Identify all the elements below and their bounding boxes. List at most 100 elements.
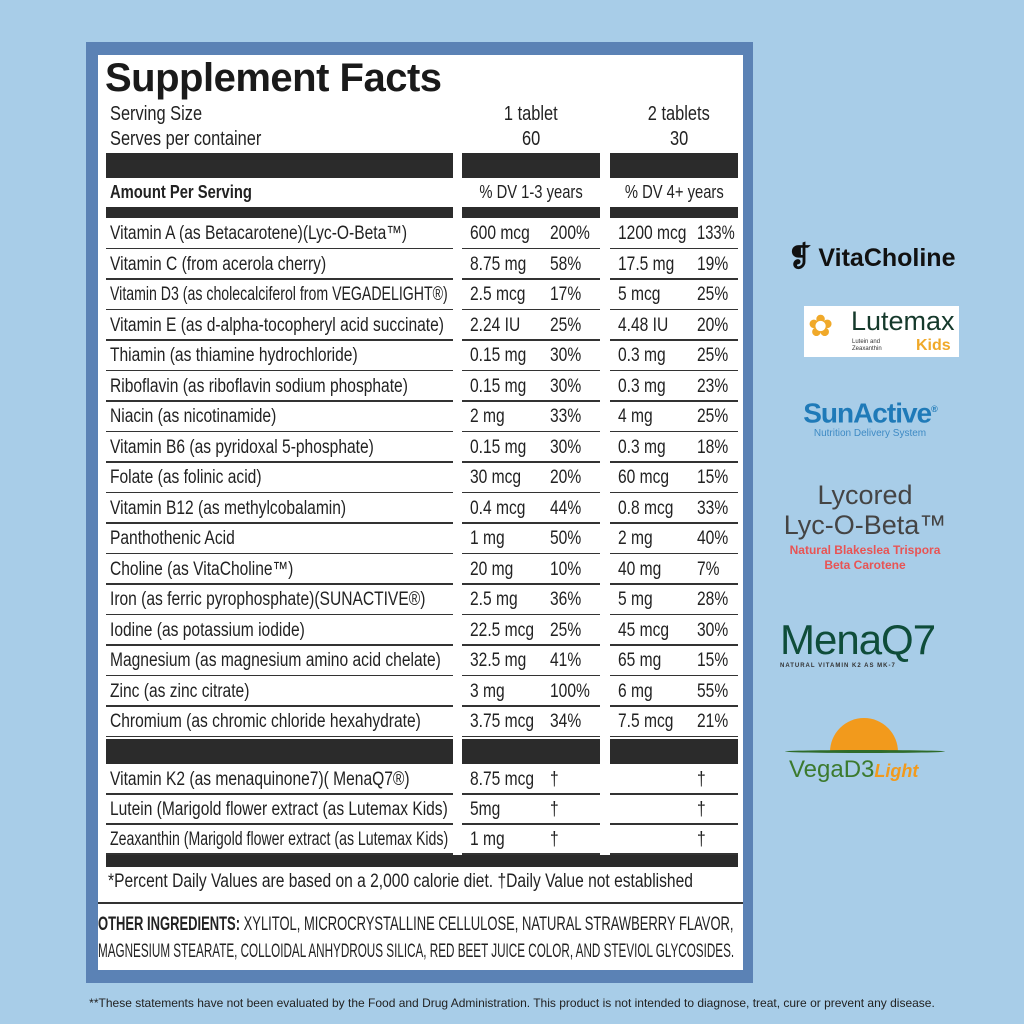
row-divider <box>106 491 453 493</box>
divider-bar <box>462 739 600 764</box>
amount-4-plus-years: 17.5 mg <box>618 253 675 275</box>
nutrient-name: Zeaxanthin (Marigold flower extract (as … <box>110 829 449 850</box>
dv-1-3-years: † <box>550 769 559 790</box>
nutrient-name: Vitamin D3 (as cholecalciferol from VEGA… <box>110 284 448 305</box>
row-divider <box>106 552 453 554</box>
row-divider <box>462 430 600 432</box>
divider-bar <box>106 855 738 867</box>
amount-4-plus-years: 5 mg <box>618 589 653 610</box>
row-divider <box>106 705 453 707</box>
nutrient-name: Vitamin E (as d-alpha-tocopheryl acid su… <box>110 314 444 336</box>
nutrient-name: Choline (as VitaCholine™) <box>110 558 294 580</box>
row-divider <box>106 339 453 341</box>
dv-1-3-years: 20% <box>550 467 582 488</box>
row-divider <box>462 308 600 310</box>
row-divider <box>610 793 738 795</box>
dv-1-3-years: 25% <box>550 314 582 336</box>
row-divider <box>462 400 600 402</box>
dv-1-3-years: 30% <box>550 345 582 366</box>
serves-per-container-2: 30 <box>669 128 689 150</box>
nutrient-name: Iodine (as potassium iodide) <box>110 619 305 641</box>
row-divider <box>106 793 453 795</box>
divider-bar <box>106 153 453 178</box>
row-divider <box>106 308 453 310</box>
dv-4-plus-years: 133% <box>697 223 735 244</box>
amount-4-plus-years: 45 mcg <box>618 619 670 641</box>
row-divider <box>610 400 738 402</box>
row-divider <box>610 674 738 676</box>
lutemax-kids-logo: ✿ Lutemax Lutein and Zeaxanthin Kids <box>804 306 959 357</box>
divider-bar <box>106 739 453 764</box>
sun-icon <box>830 718 898 752</box>
serves-per-container-1: 60 <box>521 128 541 150</box>
row-divider <box>106 461 453 463</box>
dv-1-3-header: % DV 1-3 years <box>479 182 583 202</box>
amount-4-plus-years: 5 mcg <box>618 284 661 305</box>
row-divider <box>462 793 600 795</box>
lycored-logo: Lycored Lyc-O-Beta™ Natural Blakeslea Tr… <box>783 480 947 572</box>
amount-1-3-years: 600 mcg <box>470 223 530 244</box>
row-divider <box>610 552 738 554</box>
fda-disclaimer: **These statements have not been evaluat… <box>89 996 935 1010</box>
row-divider <box>106 853 453 855</box>
row-divider <box>106 430 453 432</box>
dv-4-plus-years: 40% <box>697 528 729 549</box>
row-divider <box>106 583 453 585</box>
row-divider <box>462 369 600 371</box>
dv-1-3-years: 17% <box>550 284 582 305</box>
dv-4-plus-years: 25% <box>697 345 729 366</box>
vitacholine-mark-icon: ❡ <box>788 241 812 272</box>
amount-4-plus-years: 7.5 mcg <box>618 711 674 732</box>
serves-per-container-label: Serves per container <box>110 128 262 150</box>
row-divider <box>462 735 600 737</box>
row-divider <box>462 674 600 676</box>
dv-4-plus-years: 21% <box>697 711 729 732</box>
amount-1-3-years: 32.5 mg <box>470 650 527 671</box>
row-divider <box>106 278 453 280</box>
row-divider <box>462 823 600 825</box>
row-divider <box>610 430 738 432</box>
divider-bar <box>610 153 738 178</box>
row-divider <box>610 491 738 493</box>
nutrient-name: Riboflavin (as riboflavin sodium phospha… <box>110 375 408 397</box>
amount-1-3-years: 3 mg <box>470 680 505 702</box>
dv-4-plus-years: 55% <box>697 680 729 702</box>
dv-4-plus-years: 15% <box>697 650 729 671</box>
row-divider <box>462 247 600 249</box>
divider-bar <box>610 207 738 218</box>
dv-4-plus-years: † <box>697 829 706 850</box>
row-divider <box>106 369 453 371</box>
dv-1-3-years: 41% <box>550 650 582 671</box>
dv-4-plus-years: † <box>697 769 706 790</box>
row-divider <box>610 853 738 855</box>
row-divider <box>106 522 453 524</box>
dv-1-3-years: 30% <box>550 436 582 458</box>
dv-1-3-years: 33% <box>550 406 582 427</box>
row-divider <box>610 308 738 310</box>
row-divider <box>462 644 600 646</box>
nutrient-name: Vitamin C (from acerola cherry) <box>110 253 327 275</box>
dv-1-3-years: 200% <box>550 223 590 244</box>
amount-1-3-years: 0.4 mcg <box>470 497 526 519</box>
dv-1-3-years: 30% <box>550 375 582 397</box>
amount-1-3-years: 8.75 mg <box>470 253 527 275</box>
row-divider <box>462 853 600 855</box>
label-title: Supplement Facts <box>105 56 442 100</box>
row-divider <box>610 369 738 371</box>
amount-4-plus-years: 2 mg <box>618 528 653 549</box>
vegad3light-logo: VegaD3Light <box>785 718 955 788</box>
amount-4-plus-years: 4.48 IU <box>618 314 669 336</box>
nutrient-name: Vitamin B12 (as methylcobalamin) <box>110 497 347 519</box>
other-ingredients-line-1: OTHER INGREDIENTS: XYLITOL, MICROCRYSTAL… <box>98 914 738 936</box>
dv-4-plus-years: 19% <box>697 253 729 275</box>
flower-icon: ✿ <box>808 310 834 343</box>
amount-4-plus-years: 1200 mcg <box>618 223 687 244</box>
row-divider <box>610 735 738 737</box>
amount-1-3-years: 8.75 mcg <box>470 769 535 790</box>
divider-bar <box>106 207 453 218</box>
nutrient-name: Vitamin K2 (as menaquinone7)( MenaQ7®) <box>110 769 410 790</box>
row-divider <box>462 522 600 524</box>
nutrient-name: Thiamin (as thiamine hydrochloride) <box>110 345 358 366</box>
row-divider <box>610 644 738 646</box>
dv-1-3-years: 36% <box>550 589 582 610</box>
